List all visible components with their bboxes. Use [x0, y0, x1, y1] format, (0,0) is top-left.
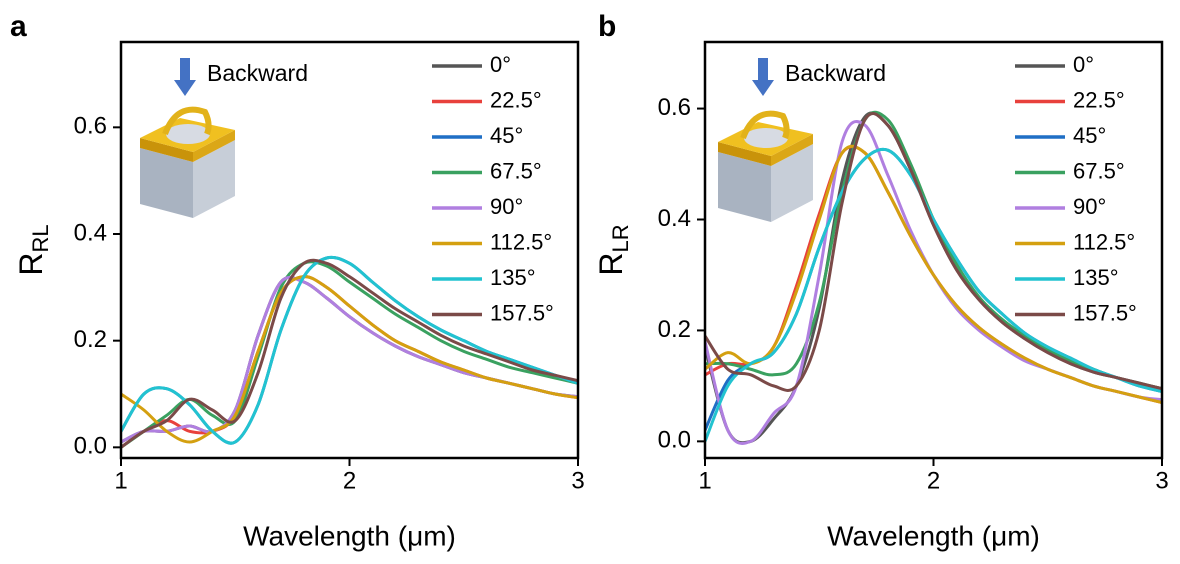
- legend-label: 157.5°: [1073, 300, 1137, 325]
- y-tick-label: 0.2: [74, 326, 107, 353]
- y-tick-label: 0.6: [74, 113, 107, 140]
- series-line: [121, 255, 578, 445]
- x-axis-label: Wavelength (μm): [827, 520, 1040, 551]
- annotation: Backward: [207, 60, 308, 86]
- series-line: [121, 275, 578, 444]
- inset: [140, 58, 235, 218]
- arch: [162, 106, 212, 136]
- legend-label: 22.5°: [490, 87, 542, 112]
- legend-label: 135°: [490, 265, 536, 290]
- series-line: [705, 112, 1162, 392]
- y-axis-label: RRL: [13, 224, 52, 275]
- legend-label: 90°: [1073, 194, 1106, 219]
- legend-label: 112.5°: [490, 229, 552, 254]
- legend-label: 45°: [1073, 123, 1106, 148]
- y-axis-label-main: R: [593, 253, 629, 276]
- cube-side: [140, 148, 193, 218]
- y-tick-label: 0.0: [74, 433, 107, 460]
- legend-label: 0°: [1073, 52, 1094, 77]
- rim-side: [140, 138, 193, 162]
- arrow-head: [752, 80, 774, 96]
- x-axis-label: Wavelength (μm): [243, 520, 456, 551]
- panel-label: a: [10, 10, 27, 43]
- x-tick-label: 2: [927, 467, 940, 494]
- x-tick-label: 1: [114, 467, 127, 494]
- annotation: Backward: [785, 60, 886, 86]
- arrow-shaft: [180, 58, 190, 80]
- cube-side: [193, 140, 235, 218]
- cube-side: [718, 152, 771, 222]
- plot-frame: [119, 40, 580, 460]
- y-axis-label-sub: LR: [608, 224, 633, 252]
- legend-label: 135°: [1073, 265, 1119, 290]
- y-axis-label: RLR: [593, 224, 632, 275]
- legend-label: 67.5°: [1073, 158, 1125, 183]
- hole: [744, 128, 788, 148]
- legend-label: 157.5°: [490, 300, 554, 325]
- x-tick-label: 3: [571, 467, 584, 494]
- y-tick-label: 0.4: [74, 219, 107, 246]
- inset: [718, 58, 813, 222]
- y-axis-label-sub: RL: [28, 224, 53, 252]
- y-tick-label: 0.0: [658, 427, 691, 454]
- legend-label: 112.5°: [1073, 229, 1135, 254]
- series-line: [121, 260, 578, 449]
- legend-label: 0°: [490, 52, 511, 77]
- arrow-shaft: [758, 58, 768, 80]
- arrow-head: [174, 80, 196, 96]
- plot-frame: [703, 40, 1164, 460]
- x-tick-label: 1: [698, 467, 711, 494]
- rim-side: [771, 134, 813, 166]
- x-tick-label: 3: [1155, 467, 1168, 494]
- arch: [740, 110, 790, 140]
- cube-side: [771, 144, 813, 222]
- legend-label: 22.5°: [1073, 87, 1125, 112]
- y-tick-label: 0.4: [658, 205, 691, 232]
- y-axis-label-main: R: [13, 253, 49, 276]
- rim-side: [718, 142, 771, 166]
- series-line: [705, 144, 1162, 404]
- series-line: [121, 258, 578, 449]
- legend-label: 67.5°: [490, 158, 542, 183]
- rim-side: [193, 130, 235, 162]
- series-line: [705, 147, 1162, 442]
- y-tick-label: 0.6: [658, 94, 691, 121]
- legend-label: 90°: [490, 194, 523, 219]
- legend-label: 45°: [490, 123, 523, 148]
- x-tick-label: 2: [343, 467, 356, 494]
- hole: [166, 124, 210, 144]
- y-tick-label: 0.2: [658, 316, 691, 343]
- panel-label: b: [598, 10, 616, 43]
